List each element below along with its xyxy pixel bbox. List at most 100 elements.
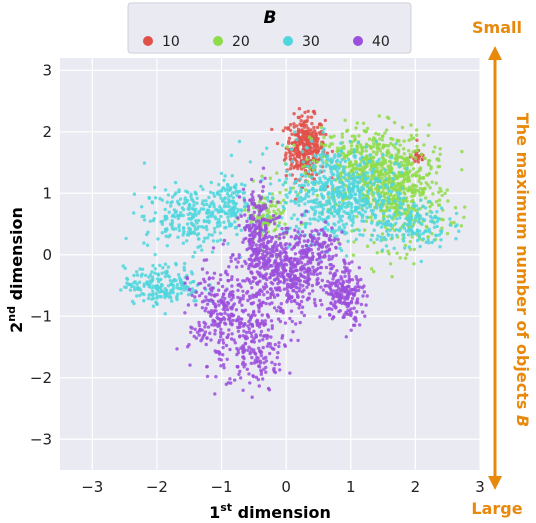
data-point [226, 212, 230, 216]
data-point [163, 270, 167, 274]
data-point [409, 137, 413, 141]
data-point [377, 157, 381, 162]
data-point [335, 158, 340, 162]
data-point [204, 211, 209, 215]
data-point [153, 252, 157, 257]
data-point [317, 252, 322, 257]
data-point [250, 302, 254, 306]
data-point [329, 301, 333, 306]
data-point [421, 217, 425, 221]
data-point [370, 221, 374, 225]
data-point [187, 207, 191, 211]
data-point [198, 244, 203, 248]
data-point [320, 212, 324, 216]
data-point [158, 263, 162, 268]
data-point [308, 222, 312, 226]
data-point [391, 177, 395, 181]
data-point [253, 358, 258, 362]
data-point [151, 296, 156, 300]
data-point [264, 370, 268, 374]
data-point [245, 219, 249, 223]
data-point [293, 252, 298, 256]
data-point [440, 226, 444, 230]
data-point [433, 215, 438, 219]
data-point [208, 331, 212, 335]
data-point [296, 295, 300, 299]
data-point [420, 222, 424, 227]
data-point [382, 235, 387, 240]
data-point [221, 345, 225, 350]
data-point [406, 189, 410, 193]
data-point [388, 262, 393, 266]
data-point [350, 181, 354, 185]
data-point [430, 220, 434, 224]
data-point [299, 195, 303, 200]
data-point [205, 302, 210, 306]
data-point [252, 216, 256, 220]
data-point [203, 236, 207, 240]
data-point [213, 332, 217, 336]
data-point [257, 272, 261, 276]
data-point [315, 144, 320, 148]
data-point [200, 291, 204, 295]
data-point [183, 281, 187, 285]
data-point [163, 227, 168, 232]
data-point [265, 146, 269, 150]
data-point [261, 257, 265, 261]
data-point [264, 301, 268, 306]
data-point [316, 181, 321, 185]
data-point [258, 361, 263, 365]
data-point [189, 330, 193, 334]
data-point [285, 257, 289, 261]
data-point [156, 288, 160, 292]
data-point [230, 306, 234, 310]
x-tick-label: −3 [81, 478, 103, 496]
data-point [297, 289, 301, 293]
data-point [416, 228, 420, 233]
data-point [340, 277, 344, 281]
data-point [384, 244, 389, 248]
data-point [361, 145, 365, 150]
data-point [197, 323, 202, 328]
y-tick-label: 2 [42, 123, 52, 141]
data-point [246, 324, 250, 328]
data-point [255, 205, 259, 209]
data-point [299, 272, 303, 276]
data-point [257, 304, 261, 309]
data-point [236, 288, 240, 293]
data-point [373, 197, 377, 201]
data-point [186, 212, 190, 217]
data-point [393, 161, 397, 166]
data-point [300, 268, 304, 272]
data-point [267, 388, 272, 392]
data-point [270, 289, 275, 294]
data-point [221, 242, 225, 246]
data-point [322, 127, 326, 131]
data-point [290, 159, 295, 163]
data-point [378, 173, 382, 177]
data-point [370, 233, 375, 238]
data-point [264, 359, 269, 363]
data-point [339, 289, 344, 293]
data-point [293, 265, 298, 269]
data-point [250, 240, 255, 244]
data-point [343, 260, 347, 264]
data-point [183, 311, 187, 315]
data-point [388, 193, 393, 197]
data-point [193, 250, 197, 255]
data-point [305, 255, 309, 259]
data-point [221, 198, 225, 203]
data-point [237, 372, 241, 376]
data-point [331, 194, 335, 198]
data-point [402, 147, 406, 151]
data-point [365, 184, 369, 188]
data-point [179, 291, 183, 295]
data-point [271, 273, 275, 277]
data-point [415, 133, 419, 137]
data-point [324, 132, 328, 137]
data-point [219, 364, 223, 368]
data-point [305, 285, 309, 289]
data-point [375, 206, 379, 210]
data-point [254, 243, 259, 247]
data-point [330, 158, 335, 163]
